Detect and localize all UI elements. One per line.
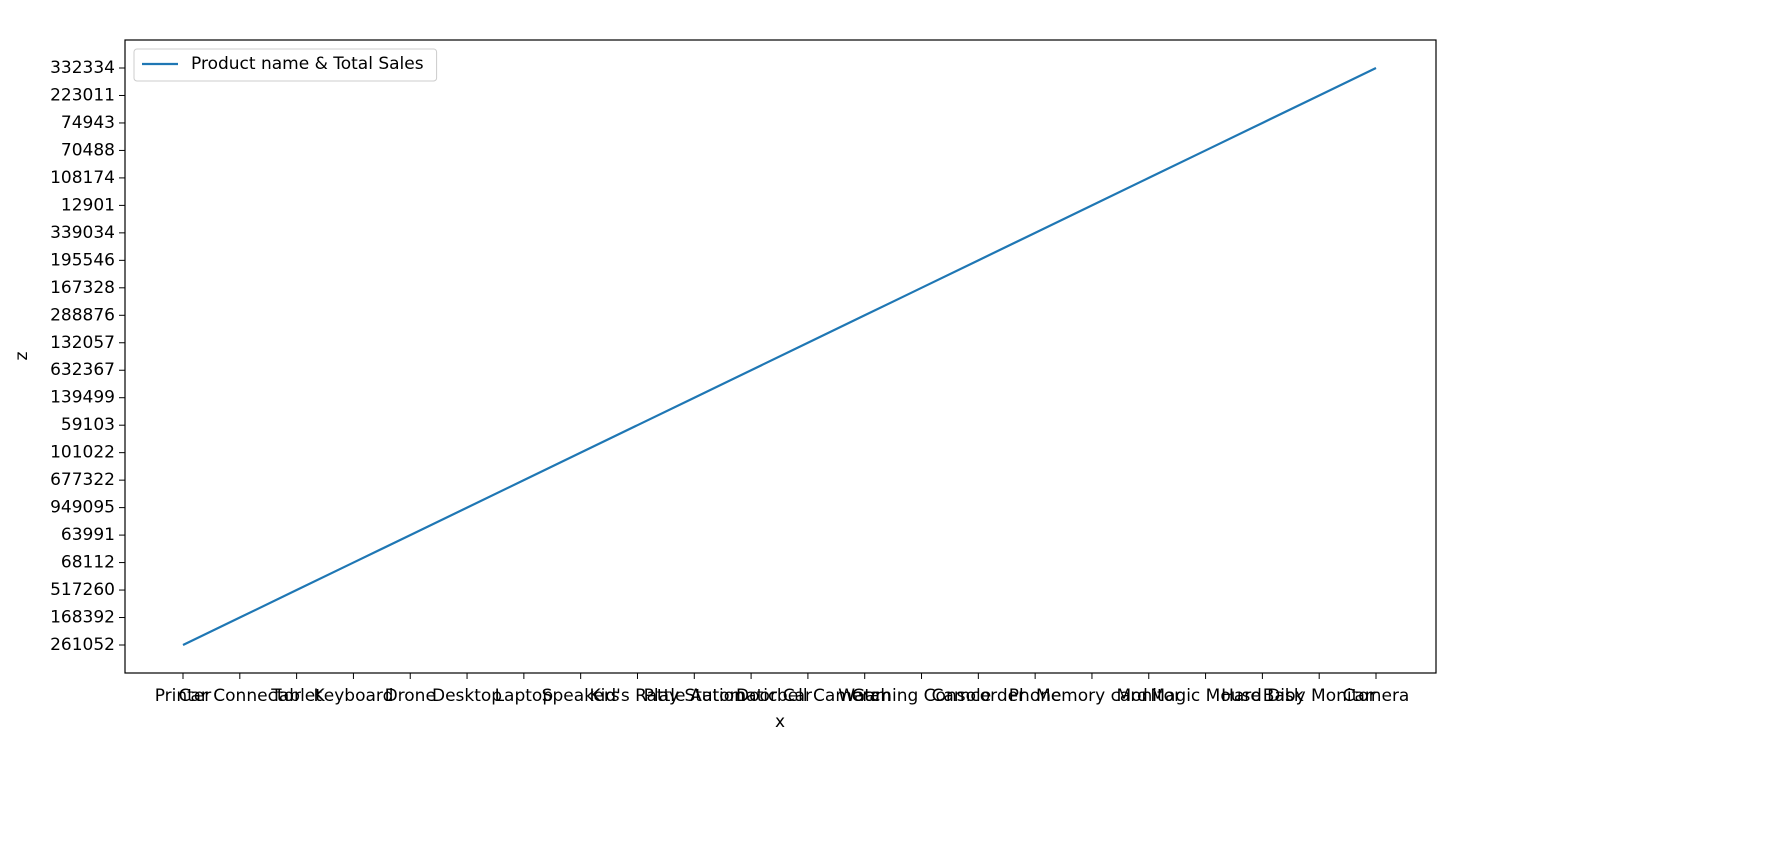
x-tick-label: Printer xyxy=(155,686,212,706)
y-tick-label: 339034 xyxy=(50,223,115,243)
x-tick-label: Monitor xyxy=(1116,686,1181,706)
x-tick-label: Play Station xyxy=(644,686,745,706)
line-series xyxy=(182,67,1377,646)
y-tick-label: 167328 xyxy=(50,278,115,298)
y-tick-label: 139499 xyxy=(50,388,115,408)
x-tick-label: Hard Disk xyxy=(1221,686,1304,706)
y-tick-label: 101022 xyxy=(50,443,115,463)
y-tick-label: 517260 xyxy=(50,580,115,600)
x-tick-label: Laptop xyxy=(495,686,554,706)
y-tick-label: 168392 xyxy=(50,608,115,628)
y-tick-label: 108174 xyxy=(50,168,115,188)
legend: Product name & Total Sales xyxy=(133,48,438,82)
plot-frame xyxy=(124,39,1437,674)
legend-frame xyxy=(133,48,438,82)
y-tick-label: 59103 xyxy=(61,415,115,435)
x-tick-label: Drone xyxy=(385,686,436,706)
x-tick-label: Watch xyxy=(838,686,891,706)
x-tick-label: Automatic Car xyxy=(690,686,812,706)
y-tick-label: 12901 xyxy=(61,195,115,215)
x-tick-label: Desktop xyxy=(432,686,502,706)
x-tick-label: Memory card xyxy=(1036,686,1148,706)
y-tick-label: 70488 xyxy=(61,140,115,160)
y-tick-label: 677322 xyxy=(50,470,115,490)
x-axis-label: x xyxy=(775,712,785,732)
x-tick-label: Tablet xyxy=(270,686,322,706)
y-tick-label: 223011 xyxy=(50,85,115,105)
y-tick-label: 68112 xyxy=(61,553,115,573)
x-tick-label: Speakers xyxy=(542,686,620,706)
y-tick-label: 74943 xyxy=(61,113,115,133)
y-tick-label: 195546 xyxy=(50,250,115,270)
x-tick-label: Keyboard xyxy=(313,686,393,706)
legend-label: Product name & Total Sales xyxy=(191,54,424,74)
x-tick-label: Phone xyxy=(1009,686,1062,706)
y-tick-label: 949095 xyxy=(50,498,115,518)
x-tick-label: Baby Monitor xyxy=(1263,686,1376,706)
x-tick-label: Kid's Rattle xyxy=(589,686,685,706)
x-tick-label: Camera xyxy=(1343,686,1410,706)
y-axis-label: z xyxy=(12,351,32,360)
y-tick-label: 632367 xyxy=(50,360,115,380)
x-tick-label: Magic Mouse xyxy=(1150,686,1261,706)
x-tick-label: Doorbell Camera xyxy=(736,686,880,706)
y-tick-label: 332334 xyxy=(50,58,115,78)
y-tick-label: 132057 xyxy=(50,333,115,353)
x-tick-label: Gaming Console xyxy=(852,686,991,706)
x-tick-label: Camcorder xyxy=(932,686,1026,706)
y-tick-label: 288876 xyxy=(50,305,115,325)
x-tick-label: Car Connector xyxy=(179,686,301,706)
y-tick-label: 261052 xyxy=(50,635,115,655)
y-tick-label: 63991 xyxy=(61,525,115,545)
